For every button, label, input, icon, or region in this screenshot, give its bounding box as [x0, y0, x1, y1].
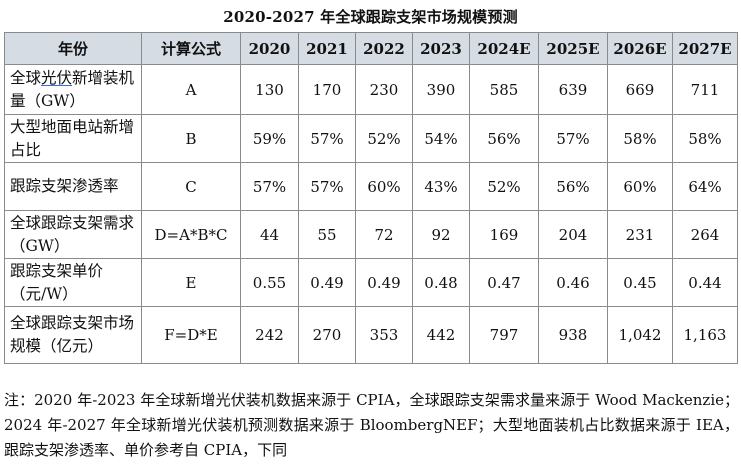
value-cell: 204 [538, 210, 608, 259]
row-label-text: 跟踪支架单价（元/W） [10, 261, 104, 303]
header-cell: 2024E [469, 32, 539, 65]
value-cell: 57% [298, 114, 356, 163]
value-cell: 169 [469, 210, 539, 259]
value-cell: 0.55 [240, 258, 299, 307]
value-cell: 669 [607, 64, 673, 115]
value-cell: 442 [412, 306, 470, 364]
value-cell: 0.49 [298, 258, 356, 307]
row-label: 全球跟踪支架市场规模（亿元） [4, 306, 142, 364]
page-title: 2020-2027 年全球跟踪支架市场规模预测 [223, 8, 518, 26]
table-row: 大型地面电站新增占比 B 59% 57% 52% 54% 56% 57% 58% 58% [4, 114, 738, 163]
header-cell: 2025E [538, 32, 608, 65]
row-label-text: 全球跟踪支架需求（GW） [10, 213, 135, 255]
value-cell: 57% [538, 114, 608, 163]
value-cell: 1,163 [672, 306, 738, 364]
value-cell: 55 [298, 210, 356, 259]
formula-cell: D=A*B*C [141, 210, 241, 259]
value-cell: 639 [538, 64, 608, 115]
table-row: 全球光伏新增装机量（GW） A 130 170 230 390 585 639 669 711 [4, 64, 738, 115]
row-label-text-tail: 新增装机量（GW） [10, 68, 135, 110]
value-cell: 59% [240, 114, 299, 163]
value-cell: 390 [412, 64, 470, 115]
value-cell: 230 [355, 64, 413, 115]
header-cell: 2026E [607, 32, 673, 65]
header-cell: 2021 [298, 32, 356, 65]
value-cell: 797 [469, 306, 539, 364]
value-cell: 170 [298, 64, 356, 115]
value-cell: 60% [607, 162, 673, 211]
formula-cell: F=D*E [141, 306, 241, 364]
value-cell: 0.47 [469, 258, 539, 307]
market-forecast-table: 年份 计算公式 2020 2021 2022 2023 2024E 2025E … [4, 32, 738, 364]
value-cell: 56% [469, 114, 539, 163]
value-cell: 60% [355, 162, 413, 211]
row-label: 全球跟踪支架需求（GW） [4, 210, 142, 259]
header-cell: 计算公式 [141, 32, 241, 65]
value-cell: 57% [298, 162, 356, 211]
value-cell: 43% [412, 162, 470, 211]
row-label-text: 跟踪支架渗透率 [10, 177, 119, 195]
formula-cell: A [141, 64, 241, 115]
header-cell: 年份 [4, 32, 142, 65]
header-cell: 2027E [672, 32, 738, 65]
source-note: 注：2020 年-2023 年全球新增光伏装机数据来源于 CPIA，全球跟踪支架… [4, 391, 739, 459]
table-row: 跟踪支架单价（元/W） E 0.55 0.49 0.49 0.48 0.47 0.46 0.45… [4, 258, 738, 307]
value-cell: 353 [355, 306, 413, 364]
formula-cell: C [141, 162, 241, 211]
value-cell: 585 [469, 64, 539, 115]
value-cell: 0.46 [538, 258, 608, 307]
row-label-text: 全球 [10, 68, 42, 87]
value-cell: 92 [412, 210, 470, 259]
row-label-text: 全球跟踪支架市场规模（亿元） [10, 314, 135, 355]
header-row: 年份 计算公式 2020 2021 2022 2023 2024E 2025E … [4, 32, 738, 65]
value-cell: 0.45 [607, 258, 673, 307]
value-cell: 58% [607, 114, 673, 163]
row-label-highlight: 光伏 [41, 68, 73, 87]
table-row: 全球跟踪支架需求（GW） D=A*B*C 44 55 72 92 169 204 231 264 [4, 210, 738, 259]
value-cell: 52% [469, 162, 539, 211]
row-label: 跟踪支架单价（元/W） [4, 258, 142, 307]
formula-cell: B [141, 114, 241, 163]
header-cell: 2022 [355, 32, 413, 65]
value-cell: 242 [240, 306, 299, 364]
row-label-text: 大型地面电站新增占比 [10, 117, 135, 159]
table-row: 跟踪支架渗透率 C 57% 57% 60% 43% 52% 56% 60% 64% [4, 162, 738, 211]
value-cell: 0.44 [672, 258, 738, 307]
value-cell: 711 [672, 64, 738, 115]
header-cell: 2023 [412, 32, 470, 65]
value-cell: 264 [672, 210, 738, 259]
value-cell: 1,042 [607, 306, 673, 364]
value-cell: 44 [240, 210, 299, 259]
value-cell: 0.48 [412, 258, 470, 307]
row-label: 全球光伏新增装机量（GW） [4, 64, 142, 115]
formula-cell: E [141, 258, 241, 307]
value-cell: 64% [672, 162, 738, 211]
value-cell: 231 [607, 210, 673, 259]
value-cell: 57% [240, 162, 299, 211]
value-cell: 52% [355, 114, 413, 163]
table-row: 全球跟踪支架市场规模（亿元） F=D*E 242 270 353 442 797 938 1,0… [4, 306, 738, 364]
row-label: 跟踪支架渗透率 [4, 162, 142, 211]
value-cell: 270 [298, 306, 356, 364]
value-cell: 58% [672, 114, 738, 163]
value-cell: 56% [538, 162, 608, 211]
value-cell: 72 [355, 210, 413, 259]
value-cell: 54% [412, 114, 470, 163]
value-cell: 130 [240, 64, 299, 115]
row-label: 大型地面电站新增占比 [4, 114, 142, 163]
value-cell: 0.49 [355, 258, 413, 307]
header-cell: 2020 [240, 32, 299, 65]
value-cell: 938 [538, 306, 608, 364]
